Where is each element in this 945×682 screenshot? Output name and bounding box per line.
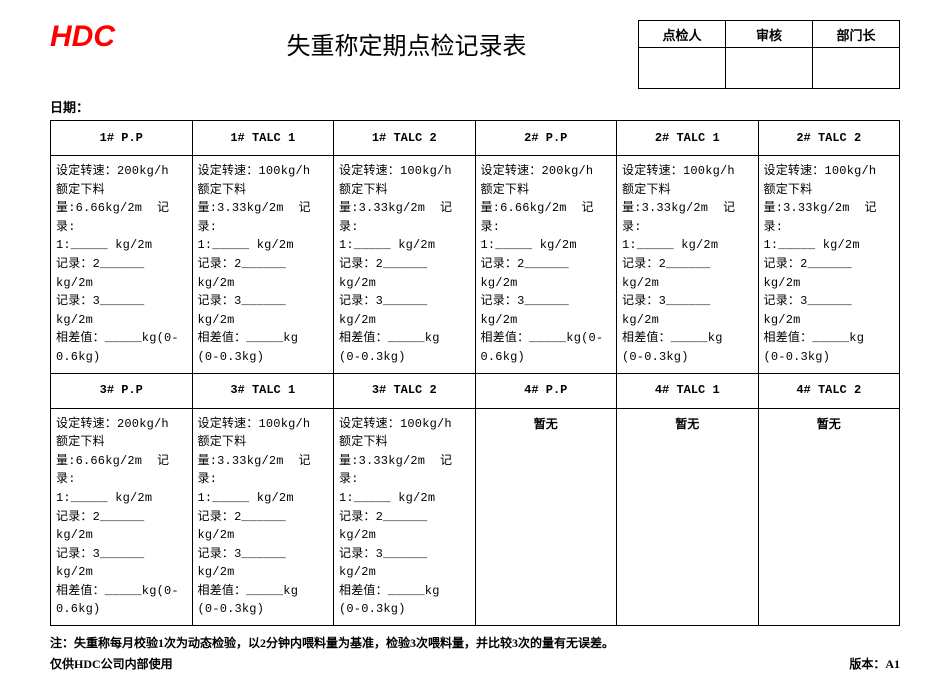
sign-val-inspector[interactable]: [639, 48, 726, 89]
cell-text: 设定转速：100kg/h 额定下料 量:3.33kg/2m 记录: 1:____…: [764, 162, 895, 367]
col-header: 4# TALC 1: [617, 373, 759, 408]
signoff-table: 点检人 审核 部门长: [638, 20, 900, 89]
col-header: 2# TALC 2: [758, 121, 900, 156]
page-title: 失重称定期点检记录表: [175, 26, 638, 61]
cell-2talc2[interactable]: 设定转速：100kg/h 额定下料 量:3.33kg/2m 记录: 1:____…: [758, 156, 900, 374]
cell-text: 设定转速：100kg/h 额定下料 量:3.33kg/2m 记录: 1:____…: [198, 162, 329, 367]
col-header: 1# TALC 1: [192, 121, 334, 156]
col-header: 1# TALC 2: [334, 121, 476, 156]
col-header: 1# P.P: [51, 121, 193, 156]
footnote: 注：失重称每月校验1次为动态检验，以2分钟内喂料量为基准，检验3次喂料量，并比较…: [50, 634, 900, 651]
logo: HDC: [50, 20, 115, 54]
cell-1talc2[interactable]: 设定转速：100kg/h 额定下料 量:3.33kg/2m 记录: 1:____…: [334, 156, 476, 374]
col-header: 3# TALC 1: [192, 373, 334, 408]
date-label: 日期：: [50, 97, 900, 116]
cell-4talc1: 暂无: [617, 408, 759, 626]
col-header: 3# P.P: [51, 373, 193, 408]
col-header: 4# P.P: [475, 373, 617, 408]
row1-body: 设定转速：200kg/h 额定下料 量:6.66kg/2m 记录: 1:____…: [51, 156, 900, 374]
cell-1talc1[interactable]: 设定转速：100kg/h 额定下料 量:3.33kg/2m 记录: 1:____…: [192, 156, 334, 374]
sign-val-review[interactable]: [726, 48, 813, 89]
cell-3talc1[interactable]: 设定转速：100kg/h 额定下料 量:3.33kg/2m 记录: 1:____…: [192, 408, 334, 626]
col-header: 3# TALC 2: [334, 373, 476, 408]
sign-col-manager: 部门长: [813, 21, 900, 48]
sign-val-manager[interactable]: [813, 48, 900, 89]
row2-headers: 3# P.P 3# TALC 1 3# TALC 2 4# P.P 4# TAL…: [51, 373, 900, 408]
cell-text: 设定转速：100kg/h 额定下料 量:3.33kg/2m 记录: 1:____…: [339, 415, 470, 620]
main-table: 1# P.P 1# TALC 1 1# TALC 2 2# P.P 2# TAL…: [50, 120, 900, 626]
cell-text: 设定转速：200kg/h 额定下料 量:6.66kg/2m 记录: 1:____…: [56, 162, 187, 367]
none-text: 暂无: [817, 417, 841, 431]
col-header: 2# TALC 1: [617, 121, 759, 156]
col-header: 4# TALC 2: [758, 373, 900, 408]
sign-col-review: 审核: [726, 21, 813, 48]
cell-2pp[interactable]: 设定转速：200kg/h 额定下料 量:6.66kg/2m 记录: 1:____…: [475, 156, 617, 374]
cell-3pp[interactable]: 设定转速：200kg/h 额定下料 量:6.66kg/2m 记录: 1:____…: [51, 408, 193, 626]
footer-right: 版本：A1: [849, 655, 900, 672]
row1-headers: 1# P.P 1# TALC 1 1# TALC 2 2# P.P 2# TAL…: [51, 121, 900, 156]
cell-2talc1[interactable]: 设定转速：100kg/h 额定下料 量:3.33kg/2m 记录: 1:____…: [617, 156, 759, 374]
cell-text: 设定转速：200kg/h 额定下料 量:6.66kg/2m 记录: 1:____…: [481, 162, 612, 367]
none-text: 暂无: [534, 417, 558, 431]
cell-4pp: 暂无: [475, 408, 617, 626]
none-text: 暂无: [675, 417, 699, 431]
col-header: 2# P.P: [475, 121, 617, 156]
cell-text: 设定转速：100kg/h 额定下料 量:3.33kg/2m 记录: 1:____…: [622, 162, 753, 367]
cell-text: 设定转速：200kg/h 额定下料 量:6.66kg/2m 记录: 1:____…: [56, 415, 187, 620]
cell-3talc2[interactable]: 设定转速：100kg/h 额定下料 量:3.33kg/2m 记录: 1:____…: [334, 408, 476, 626]
footer-left: 仅供HDC公司内部使用: [50, 655, 173, 672]
cell-text: 设定转速：100kg/h 额定下料 量:3.33kg/2m 记录: 1:____…: [198, 415, 329, 620]
cell-4talc2: 暂无: [758, 408, 900, 626]
cell-text: 设定转速：100kg/h 额定下料 量:3.33kg/2m 记录: 1:____…: [339, 162, 470, 367]
cell-1pp[interactable]: 设定转速：200kg/h 额定下料 量:6.66kg/2m 记录: 1:____…: [51, 156, 193, 374]
row2-body: 设定转速：200kg/h 额定下料 量:6.66kg/2m 记录: 1:____…: [51, 408, 900, 626]
sign-col-inspector: 点检人: [639, 21, 726, 48]
